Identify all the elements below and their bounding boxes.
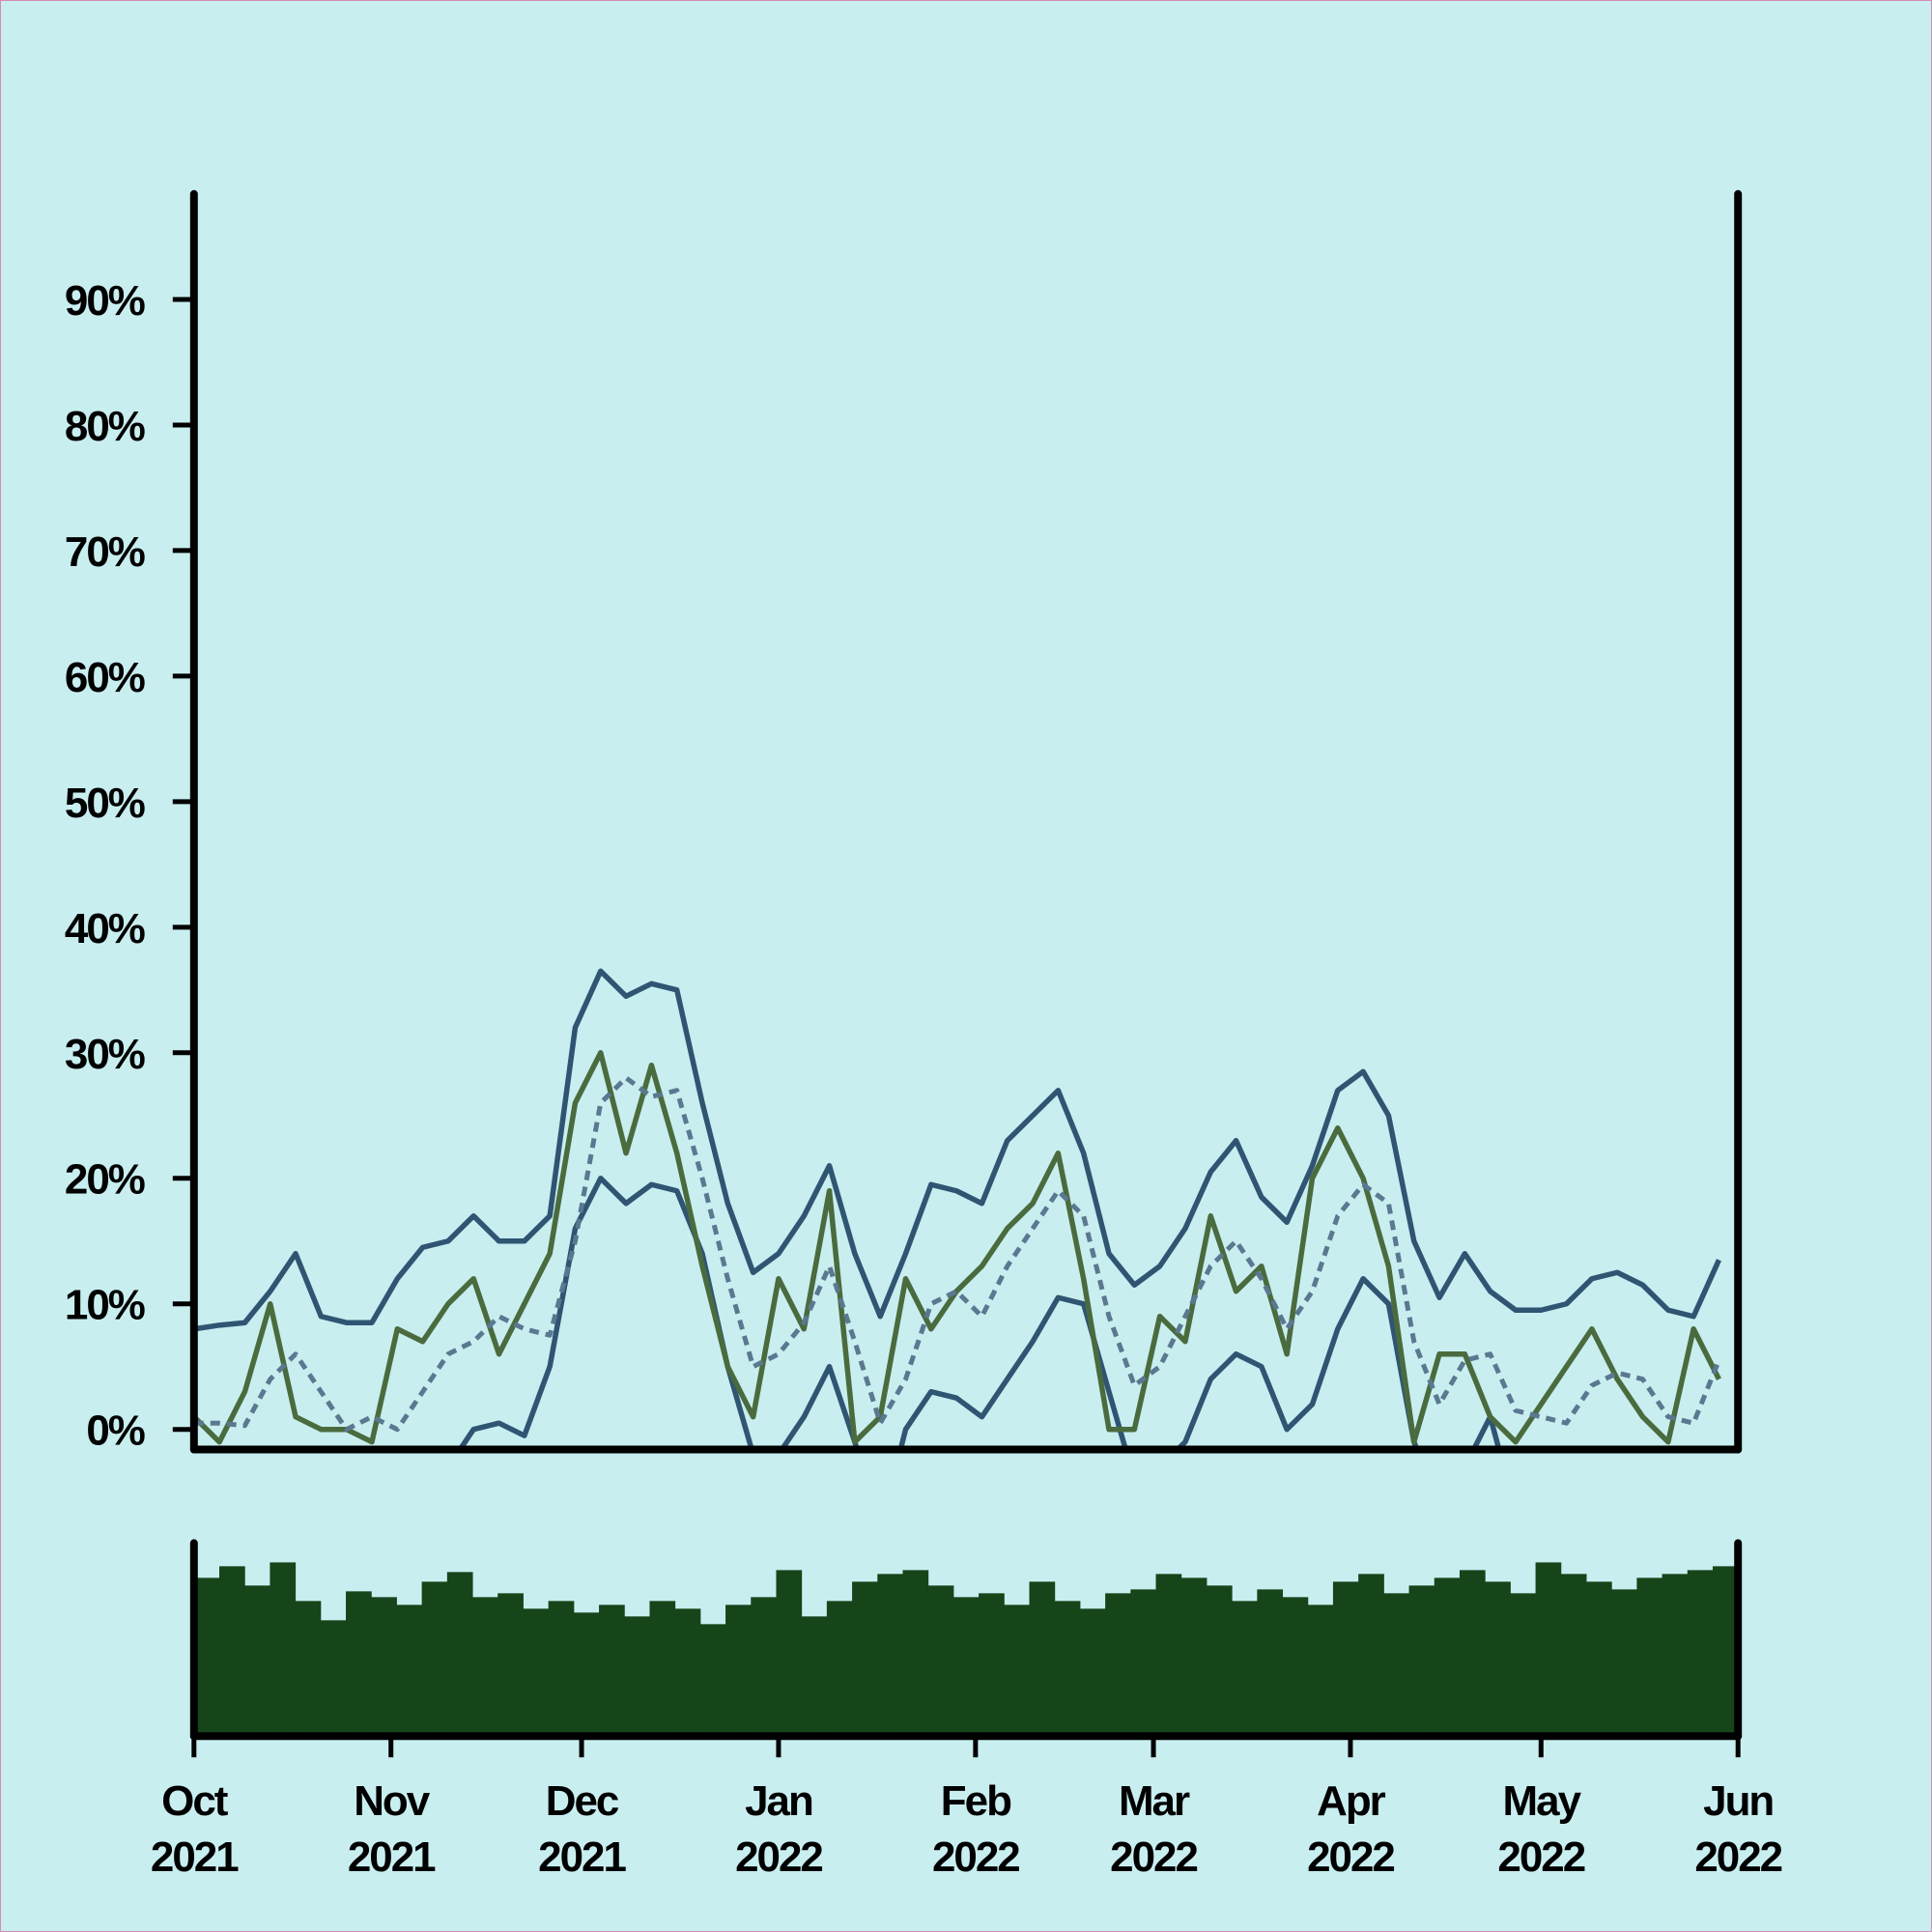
volume-bar	[346, 1591, 372, 1737]
volume-bar	[826, 1601, 853, 1737]
volume-bar	[1029, 1581, 1056, 1737]
volume-bar	[1408, 1585, 1435, 1737]
y-tick-label: 80%	[65, 403, 145, 450]
volume-bar	[674, 1608, 701, 1737]
volume-bar	[852, 1581, 878, 1737]
x-tick-label: Dec 2021	[538, 1777, 626, 1881]
volume-bar	[573, 1612, 600, 1737]
volume-bar	[1434, 1577, 1461, 1737]
volume-bar	[421, 1581, 448, 1737]
volume-bar	[371, 1597, 397, 1737]
x-tick-label: May 2022	[1497, 1777, 1584, 1881]
volume-bar	[927, 1585, 954, 1737]
y-tick-label: 30%	[65, 1031, 145, 1078]
volume-bar	[725, 1605, 752, 1737]
volume-bar	[446, 1572, 473, 1737]
volume-bar	[979, 1593, 1005, 1737]
y-tick-label: 60%	[65, 654, 145, 701]
y-tick-label: 10%	[65, 1282, 145, 1329]
volume-bar	[1079, 1608, 1106, 1737]
volume-bar	[1510, 1593, 1537, 1737]
x-tick-label: Apr 2022	[1307, 1777, 1394, 1881]
volume-bar	[751, 1597, 777, 1737]
volume-bar	[1105, 1593, 1131, 1737]
x-tick-label: Mar 2022	[1110, 1777, 1197, 1881]
y-tick-label: 90%	[65, 277, 145, 325]
volume-bar	[1535, 1562, 1562, 1737]
volume-bar	[1232, 1601, 1258, 1737]
volume-bar	[295, 1601, 322, 1737]
y-tick-label: 20%	[65, 1156, 145, 1204]
y-tick-label: 40%	[65, 905, 145, 952]
volume-bar	[1332, 1581, 1359, 1737]
volume-bar	[1585, 1581, 1612, 1737]
volume-bar	[1004, 1605, 1031, 1737]
volume-bar	[472, 1597, 498, 1737]
volume-bar	[320, 1620, 347, 1737]
volume-bar	[1130, 1589, 1157, 1737]
y-tick-label: 70%	[65, 528, 145, 576]
volume-bar	[952, 1597, 980, 1737]
line-layer	[193, 968, 1721, 1450]
volume-bar	[649, 1601, 676, 1737]
volume-bar	[877, 1574, 903, 1737]
volume-bar	[193, 1577, 220, 1737]
volume-bar	[1307, 1605, 1334, 1737]
volume-bar	[801, 1616, 828, 1737]
volume-bar	[1459, 1570, 1486, 1737]
volume-bar	[699, 1624, 726, 1737]
series-line	[456, 1176, 1502, 1450]
volume-bar	[624, 1616, 650, 1737]
volume-bar	[396, 1605, 423, 1737]
volume-bar	[1383, 1593, 1410, 1737]
volume-bar	[497, 1593, 524, 1737]
volume-bar	[776, 1570, 803, 1737]
volume-bar	[599, 1605, 625, 1737]
volume-bar	[1560, 1574, 1587, 1737]
x-tick-label: Jun 2022	[1694, 1777, 1781, 1881]
y-tick-label: 0%	[86, 1407, 144, 1455]
volume-bar	[1054, 1601, 1081, 1737]
volume-bar	[1662, 1574, 1689, 1737]
series-line	[193, 1050, 1721, 1445]
y-tick-label: 50%	[65, 780, 145, 827]
x-tick-label: Nov 2021	[348, 1777, 436, 1881]
volume-bar	[902, 1570, 929, 1737]
series-line	[193, 968, 1721, 1332]
x-tick-label: Feb 2022	[932, 1777, 1019, 1881]
volume-bar	[1611, 1589, 1637, 1737]
volume-bar	[1155, 1574, 1182, 1737]
volume-bar	[1206, 1585, 1233, 1737]
volume-bar	[219, 1566, 245, 1737]
x-tick-label: Jan 2022	[735, 1777, 822, 1881]
volume-bar	[1358, 1574, 1384, 1737]
x-tick-label: Oct 2021	[151, 1777, 239, 1881]
volume-bar	[1257, 1589, 1284, 1737]
volume-bar	[270, 1562, 297, 1737]
volume-bar	[548, 1601, 575, 1737]
series-line	[193, 1075, 1721, 1433]
volume-bar	[1636, 1577, 1663, 1737]
volume-bar	[1180, 1577, 1208, 1737]
volume-bar	[523, 1608, 550, 1737]
volume-bar	[1282, 1597, 1309, 1737]
volume-bar	[1485, 1581, 1511, 1737]
volume-bar	[244, 1585, 270, 1737]
volume-bar	[1687, 1570, 1714, 1737]
